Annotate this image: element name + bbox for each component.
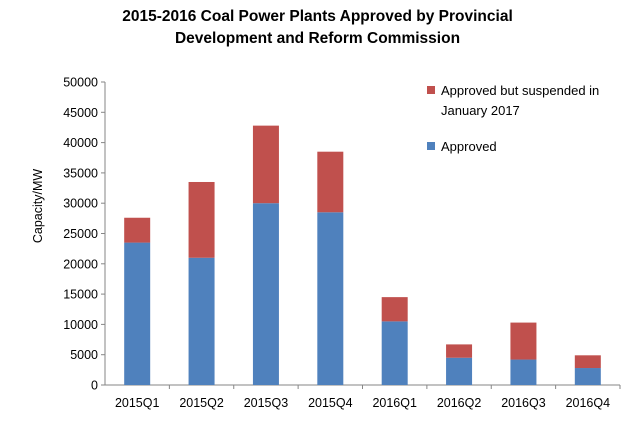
y-tick-label: 25000 [63,227,98,241]
bar-suspended [446,344,473,358]
y-tick-label: 50000 [63,76,98,90]
bar-suspended [381,297,408,322]
legend-label: January 2017 [441,103,520,118]
y-tick-label: 40000 [63,136,98,150]
x-tick-label: 2016Q3 [501,396,546,410]
x-tick-label: 2016Q4 [566,396,611,410]
y-tick-label: 30000 [63,197,98,211]
bar-suspended [574,355,601,369]
y-axis-label: Capacity/MW [31,169,45,244]
y-axis: 0 5000 10000 15000 20000 25000 30000 35000 40000… [63,76,106,393]
y-tick-label: 0 [91,379,98,393]
bar-approved [188,257,215,385]
x-tick-label: 2015Q2 [179,396,224,410]
chart-title-line-2: Development and Reform Commission [174,30,461,47]
bars [124,125,601,385]
legend-label: Approved [441,139,497,154]
y-tick-label: 5000 [70,348,98,362]
bar-approved [317,212,344,385]
legend-label: Approved but suspended in [441,83,599,98]
bar-approved [252,203,279,385]
y-tick-label: 10000 [63,318,98,332]
bar-suspended [510,322,537,360]
y-tick-label: 35000 [63,166,98,180]
bar-approved [574,368,601,385]
bar-approved [124,242,151,385]
bar-suspended [252,125,279,204]
x-tick-label: 2015Q3 [244,396,289,410]
bar-suspended [124,217,151,243]
x-tick-label: 2016Q2 [437,396,482,410]
legend-swatch-suspended [427,86,435,94]
chart-title-line-1: 2015-2016 Coal Power Plants Approved by … [122,8,513,25]
bar-suspended [317,151,344,213]
bar-approved [510,359,537,385]
bar-suspended [188,181,215,258]
x-tick-label: 2015Q1 [115,396,160,410]
x-tick-label: 2016Q1 [372,396,417,410]
legend: Approved but suspended in January 2017 App… [427,83,599,154]
x-axis: 2015Q1 2015Q2 2015Q3 2015Q4 2016Q1 2016Q2 2016… [105,384,621,410]
y-tick-label: 45000 [63,106,98,120]
legend-swatch-approved [427,142,435,150]
bar-approved [446,357,473,385]
bar-approved [381,321,408,385]
y-tick-label: 15000 [63,288,98,302]
x-tick-label: 2015Q4 [308,396,353,410]
y-tick-label: 20000 [63,257,98,271]
